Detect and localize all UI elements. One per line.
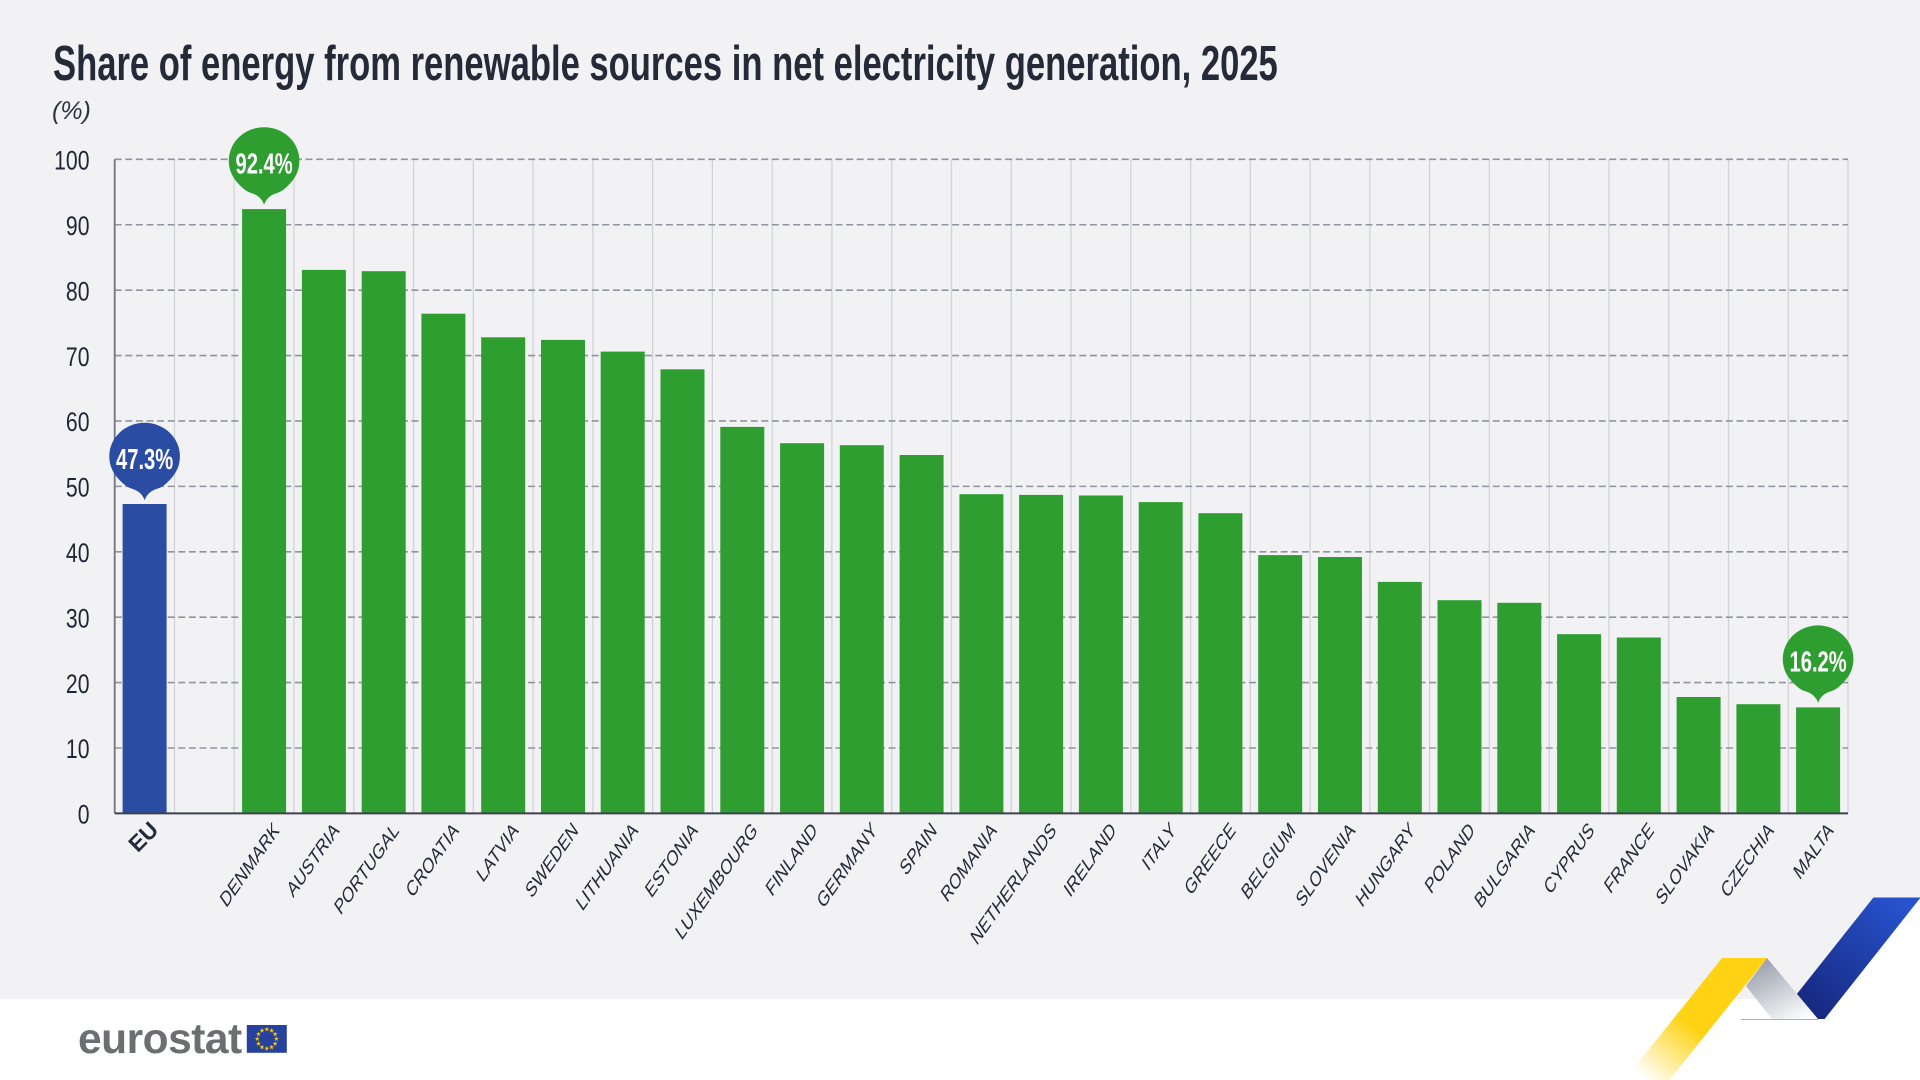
svg-text:0: 0 — [78, 800, 90, 830]
svg-text:16.2%: 16.2% — [1790, 647, 1847, 678]
svg-text:47.3%: 47.3% — [116, 445, 173, 476]
svg-text:20: 20 — [66, 670, 90, 700]
svg-text:60: 60 — [66, 408, 90, 438]
svg-text:50: 50 — [66, 473, 90, 503]
svg-text:30: 30 — [66, 604, 90, 634]
svg-text:70: 70 — [66, 343, 90, 373]
svg-text:(%): (%) — [52, 97, 91, 125]
svg-text:90: 90 — [66, 212, 90, 242]
svg-text:10: 10 — [66, 735, 90, 765]
svg-text:Share of energy from renewable: Share of energy from renewable sources i… — [53, 36, 1278, 92]
svg-text:92.4%: 92.4% — [236, 149, 293, 180]
svg-text:80: 80 — [66, 277, 90, 307]
svg-text:100: 100 — [54, 146, 89, 176]
svg-text:40: 40 — [66, 539, 90, 569]
svg-text:eurostat: eurostat — [78, 1016, 242, 1063]
